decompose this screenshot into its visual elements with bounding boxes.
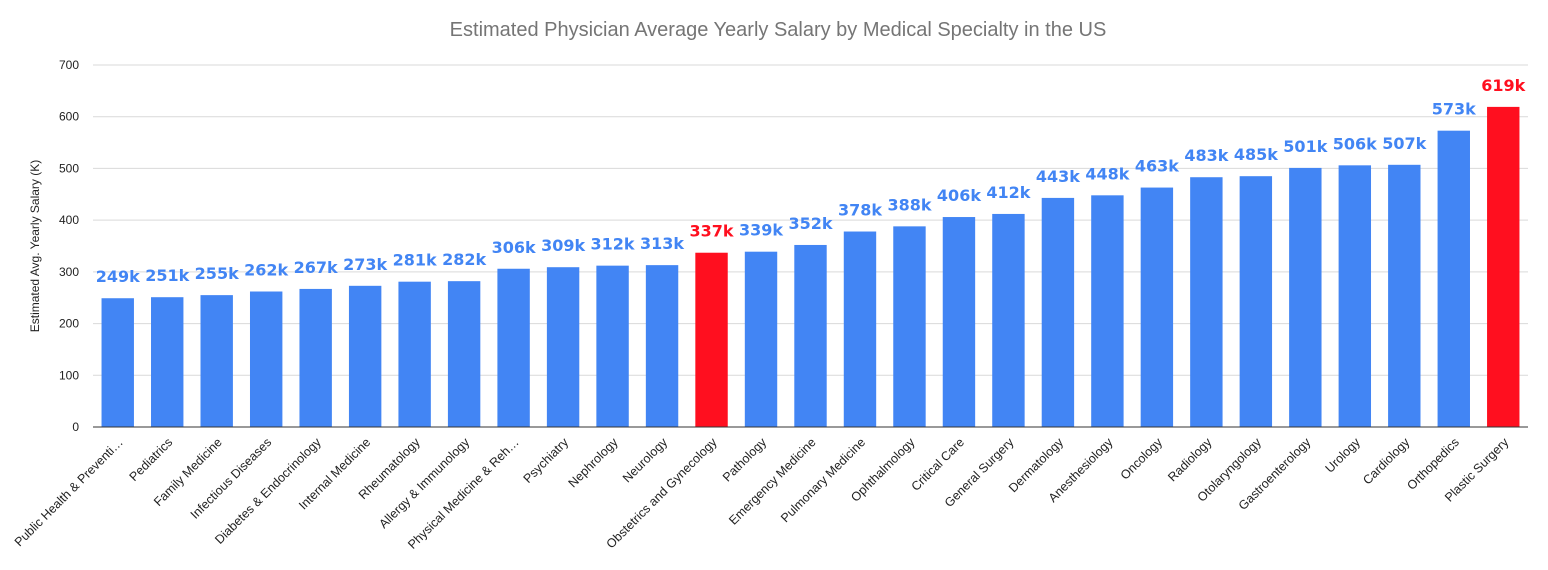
x-tick-label: Public Health & Preventi… [12,435,126,549]
bar-pulmonary-medicine [843,231,877,427]
bar-dermatology [1041,197,1075,427]
bar-public-health-preventi [101,298,134,427]
x-tick-label: Pulmonary Medicine [778,435,868,525]
bar-orthopedics [1437,130,1470,428]
y-tick-label: 200 [59,317,79,331]
x-tick-label: Cardiology [1360,435,1413,488]
bar-pathology [744,251,778,427]
bar-anesthesiology [1091,195,1124,427]
data-label: 262k [244,261,288,280]
x-tick-label: Allergy & Immunology [376,435,472,531]
data-label: 619k [1481,76,1525,95]
bar-plastic-surgery [1487,106,1520,427]
x-axis-ticks: Public Health & Preventi… PediatricsFamil… [12,435,1512,552]
bars [101,106,1520,428]
data-label: 251k [145,266,189,285]
data-label: 406k [937,186,981,205]
x-tick-label: Pathology [720,435,770,485]
x-tick-label: Psychiatry [521,435,572,486]
y-tick-label: 100 [59,368,79,382]
y-tick-label: 400 [59,213,79,227]
y-tick-label: 700 [59,58,79,72]
data-label: 506k [1333,134,1377,153]
y-tick-label: 300 [59,265,79,279]
x-tick-label: Pediatrics [127,435,176,484]
bar-neurology [645,265,679,427]
chart-title: Estimated Physician Average Yearly Salar… [450,19,1107,41]
data-label: 255k [195,264,239,283]
bar-pediatrics [151,297,184,427]
data-label: 448k [1085,164,1129,183]
bar-infectious-diseases [249,291,283,427]
data-label: 339k [739,221,783,240]
data-label: 337k [690,222,734,241]
bar-diabetes-endocrinology [299,288,332,427]
x-tick-label: Radiology [1165,435,1215,485]
bar-rheumatology [398,281,431,427]
x-tick-label: Neurology [620,435,671,486]
bar-emergency-medicine [794,244,827,427]
y-axis-label: Estimated Avg. Yearly Salary (K) [28,160,42,333]
x-tick-label: Nephrology [566,435,622,491]
bar-general-surgery [992,213,1025,427]
y-tick-label: 0 [72,420,79,434]
bar-critical-care [942,217,976,427]
data-label: 249k [96,267,140,286]
data-label: 313k [640,234,684,253]
y-tick-label: 500 [59,161,79,175]
bar-gastroenterology [1289,167,1322,427]
bar-cardiology [1388,164,1421,427]
data-label: 267k [294,258,338,277]
data-label: 483k [1184,146,1228,165]
bar-oncology [1140,187,1174,427]
x-tick-label: Oncology [1118,435,1166,483]
bar-allergy-immunology [447,281,481,427]
bar-obstetrics-and-gynecology [695,252,728,427]
data-label: 281k [393,251,437,270]
bar-physical-medicine-reh [497,268,530,427]
y-axis-ticks: 0 100 200 300 400 500 600 700 [59,58,79,434]
bar-radiology [1190,177,1223,427]
data-label: 388k [887,195,931,214]
data-label: 273k [343,255,387,274]
bar-family-medicine [200,295,233,427]
data-label: 485k [1234,145,1278,164]
bar-nephrology [596,265,629,427]
data-label: 501k [1283,137,1327,156]
data-label: 282k [442,250,486,269]
data-label: 312k [591,235,635,254]
data-label: 412k [986,183,1030,202]
data-labels: 249k 251k 255k 262k 267k 273k 281k 282k 306k 309k… [96,76,1526,286]
data-label: 378k [838,201,882,220]
data-label: 507k [1382,134,1426,153]
bar-psychiatry [546,267,580,427]
y-tick-label: 600 [59,110,79,124]
data-label: 443k [1036,167,1080,186]
data-label: 352k [788,214,832,233]
bar-urology [1338,165,1372,427]
x-tick-label: Urology [1323,435,1364,476]
data-label: 463k [1135,157,1179,176]
x-tick-label: Emergency Medicine [726,435,818,527]
data-label: 309k [541,236,585,255]
data-label: 573k [1432,100,1476,119]
data-label: 306k [492,238,536,257]
bar-internal-medicine [348,285,382,427]
bar-ophthalmology [893,226,926,427]
bar-otolaryngology [1239,176,1273,427]
